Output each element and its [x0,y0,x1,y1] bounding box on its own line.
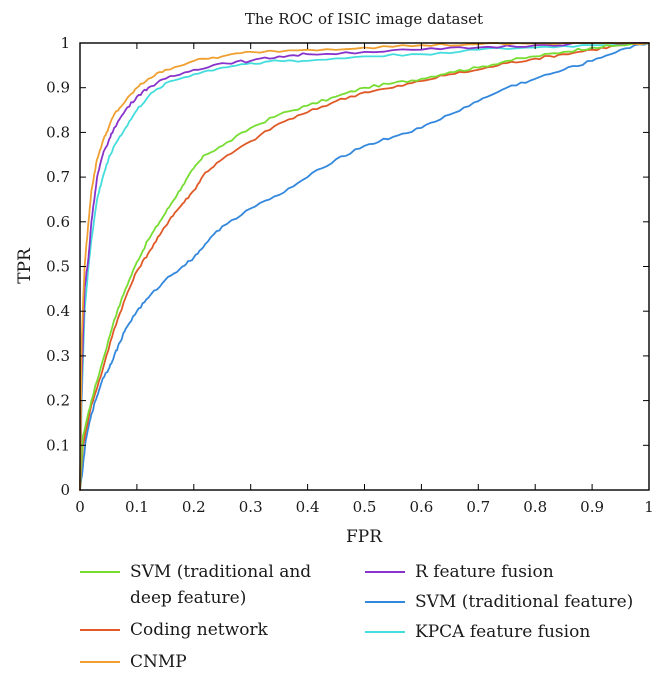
roc-curve-kpca-feature-fusion [79,42,650,491]
legend-item: KPCA feature fusion [365,622,590,642]
legend-label: R feature fusion [415,562,554,582]
y-tick-label: 0 [60,481,70,499]
y-tick-label: 0.1 [46,436,70,454]
x-tick-label: 0.6 [409,498,433,516]
y-tick-label: 0.3 [46,347,70,365]
x-tick-label: 0.1 [125,498,149,516]
x-tick-label: 0.9 [580,498,604,516]
roc-curve-coding-network [79,42,650,491]
legend-label: deep feature) [130,588,246,608]
y-tick-label: 0.7 [46,168,70,186]
x-tick-label: 1 [644,498,654,516]
x-axis-label: FPR [346,527,383,547]
legend: SVM (traditional and deep feature) Coding … [80,562,633,672]
legend-label: Coding network [130,620,269,640]
y-tick-label: 0.6 [46,213,70,231]
x-tick-label: 0.5 [353,498,377,516]
x-tick-label: 0.2 [182,498,206,516]
legend-label: CNMP [130,652,187,672]
y-tick-label: 0.2 [46,392,70,410]
legend-label: SVM (traditional feature) [415,592,633,612]
roc-curve-cnmp [79,42,650,491]
legend-item: CNMP [80,652,187,672]
x-tick-label: 0 [75,498,85,516]
legend-item: Coding network [80,620,269,640]
y-tick-label: 0.4 [46,302,70,320]
legend-item: R feature fusion [365,562,554,582]
y-tick-label: 0.5 [46,258,70,276]
legend-item: SVM (traditional and deep feature) [80,562,311,608]
y-axis-label: TPR [15,247,35,284]
roc-curve-svm-traditional-feature [79,42,650,491]
y-tick-label: 0.8 [46,123,70,141]
x-tick-label: 0.4 [296,498,320,516]
roc-curve-svm-traditional-and-deep-feature [79,42,650,491]
roc-curves [79,42,650,491]
axis-ticks: 0 0.1 0.2 0.3 0.4 0.5 0.6 0.7 0.8 0.9 1 0 0.1 0.2 0.3 0… [46,34,654,516]
x-tick-label: 0.8 [523,498,547,516]
y-tick-label: 1 [60,34,70,52]
legend-label: KPCA feature fusion [415,622,590,642]
chart-title: The ROC of ISIC image dataset [245,10,483,28]
plot-frame [79,42,650,491]
legend-item: SVM (traditional feature) [365,592,633,612]
x-tick-label: 0.3 [239,498,263,516]
legend-label: SVM (traditional and [130,562,311,582]
roc-curve-r-feature-fusion [79,42,650,491]
y-tick-label: 0.9 [46,79,70,97]
x-tick-label: 0.7 [466,498,490,516]
